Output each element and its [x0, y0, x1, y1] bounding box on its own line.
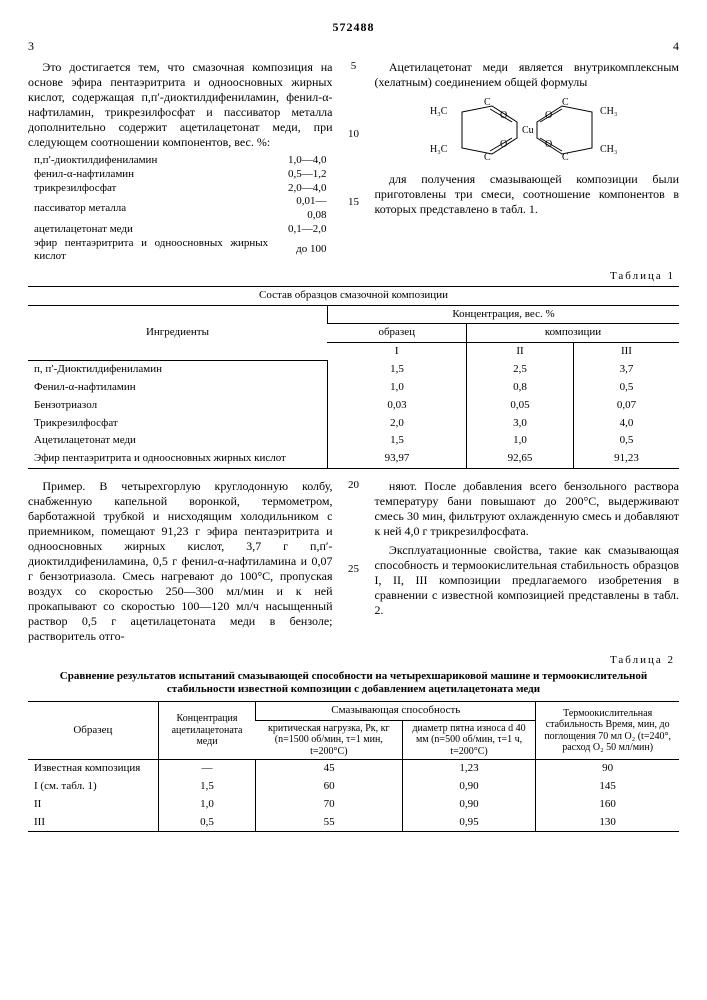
svg-text:C: C: [562, 152, 569, 163]
t1-value-cell: 3,7: [573, 361, 679, 379]
table1: Состав образцов смазочной композиции Инг…: [28, 286, 679, 469]
t2-value-cell: 90: [536, 760, 679, 778]
t2-value-cell: 0,90: [402, 796, 535, 814]
line-number-gutter-2: 20 25: [347, 479, 361, 648]
t2-value-cell: 1,0: [158, 796, 256, 814]
t2-value-cell: 1,5: [158, 778, 256, 796]
t1-h-conc: Концентрация, вес. %: [327, 305, 679, 324]
t1-ingredient-cell: Фенил-α-нафтиламин: [28, 379, 327, 397]
svg-text:CH₃: CH₃: [600, 144, 617, 155]
t2-h-conc: Концентрация ацетилацетоната меди: [158, 702, 256, 760]
t1-value-cell: 1,5: [327, 361, 466, 379]
t1-value-cell: 0,5: [573, 432, 679, 450]
left-column: Это достигается тем, что смазочная компо…: [28, 60, 333, 264]
t2-sample-cell: Известная композиция: [28, 760, 158, 778]
t1-value-cell: 0,8: [467, 379, 574, 397]
t2-value-cell: 0,90: [402, 778, 535, 796]
comp-val: 1,0—4,0: [274, 154, 332, 168]
t1-h-obr: образец: [327, 324, 466, 343]
t1-value-cell: 3,0: [467, 415, 574, 433]
t1-value-cell: 0,5: [573, 379, 679, 397]
svg-text:CH₃: CH₃: [600, 106, 617, 117]
t2-sample-cell: I (см. табл. 1): [28, 778, 158, 796]
t1-h-ingredients: Ингредиенты: [28, 305, 327, 361]
t2-h-crit: критическая нагрузка, Pк, кг (n=1500 об/…: [256, 720, 402, 760]
svg-text:O: O: [545, 139, 552, 150]
right-column: Ацетилацетонат меди является внутрикомпл…: [375, 60, 680, 264]
t2-value-cell: 1,23: [402, 760, 535, 778]
svg-text:Cu: Cu: [522, 125, 534, 136]
t2-value-cell: 160: [536, 796, 679, 814]
t2-h-diam: диаметр пятна износа d 40 мм (n=500 об/м…: [402, 720, 535, 760]
table2-label: Таблица 2: [28, 654, 675, 668]
t2-value-cell: 0,95: [402, 814, 535, 832]
composition-list: п,п′-диоктилдифениламин1,0—4,0 фенил-α-н…: [28, 154, 333, 264]
t2-value-cell: 55: [256, 814, 402, 832]
middle-columns: Пример. В четырехгорлую круглодонную кол…: [28, 479, 679, 648]
svg-text:H₃C: H₃C: [430, 106, 448, 117]
svg-text:O: O: [545, 110, 552, 121]
t1-value-cell: 0,03: [327, 397, 466, 415]
t1-value-cell: 1,0: [467, 432, 574, 450]
page-right: 4: [673, 39, 679, 54]
t1-value-cell: 4,0: [573, 415, 679, 433]
svg-text:C: C: [562, 97, 569, 108]
t1-value-cell: 2,0: [327, 415, 466, 433]
t1-value-cell: 0,05: [467, 397, 574, 415]
t2-value-cell: 0,5: [158, 814, 256, 832]
t1-value-cell: 0,07: [573, 397, 679, 415]
t2-value-cell: —: [158, 760, 256, 778]
right2: няют. После добавления всего бензольного…: [375, 479, 680, 648]
t2-h-lub: Смазывающая способность: [256, 702, 536, 721]
table2-caption: Сравнение результатов испытаний смазываю…: [58, 670, 649, 698]
t1-value-cell: 1,0: [327, 379, 466, 397]
t1-ingredient-cell: п, п′-Диоктилдифениламин: [28, 361, 327, 379]
svg-text:O: O: [500, 139, 507, 150]
t1-value-cell: 2,5: [467, 361, 574, 379]
svg-text:C: C: [484, 97, 491, 108]
chemical-formula-diagram: Cu O O O O C C C C H₃C H₃C CH₃ CH₃: [422, 94, 632, 166]
t1-ingredient-cell: Ацетилацетонат меди: [28, 432, 327, 450]
svg-text:H₃C: H₃C: [430, 144, 448, 155]
t2-sample-cell: II: [28, 796, 158, 814]
page-left: 3: [28, 39, 34, 54]
svg-text:O: O: [500, 110, 507, 121]
t1-value-cell: 93,97: [327, 450, 466, 468]
t1-value-cell: 91,23: [573, 450, 679, 468]
t2-h-sample: Образец: [28, 702, 158, 760]
t2-value-cell: 45: [256, 760, 402, 778]
svg-text:C: C: [484, 152, 491, 163]
line-number-gutter: 5 10 15: [347, 60, 361, 264]
patent-number: 572488: [28, 20, 679, 35]
t2-value-cell: 130: [536, 814, 679, 832]
t1-supertitle: Состав образцов смазочной композиции: [28, 286, 679, 305]
right-para-2: для получения смазывающей композиции был…: [375, 172, 680, 217]
t2-value-cell: 145: [536, 778, 679, 796]
table2: Образец Концентрация ацетилацетоната мед…: [28, 701, 679, 832]
t1-ingredient-cell: Трикрезилфосфат: [28, 415, 327, 433]
right-para-1: Ацетилацетонат меди является внутрикомпл…: [375, 60, 680, 90]
t2-sample-cell: III: [28, 814, 158, 832]
example-para: Пример. В четырехгорлую круглодонную кол…: [28, 479, 333, 644]
t1-value-cell: 92,65: [467, 450, 574, 468]
t1-h-komp: композиции: [467, 324, 679, 343]
t2-value-cell: 70: [256, 796, 402, 814]
comp-name: п,п′-диоктилдифениламин: [28, 154, 274, 168]
t2-value-cell: 60: [256, 778, 402, 796]
left2: Пример. В четырехгорлую круглодонную кол…: [28, 479, 333, 648]
t2-h-therm: Термоокислительная стабильность Время, м…: [536, 702, 679, 760]
left-para-1: Это достигается тем, что смазочная компо…: [28, 60, 333, 150]
t1-ingredient-cell: Бензотриазол: [28, 397, 327, 415]
table1-label: Таблица 1: [28, 270, 675, 284]
t1-value-cell: 1,5: [327, 432, 466, 450]
t1-ingredient-cell: Эфир пентаэритрита и одноосновных жирных…: [28, 450, 327, 468]
upper-columns: Это достигается тем, что смазочная компо…: [28, 60, 679, 264]
page-header: 3 4: [28, 39, 679, 54]
